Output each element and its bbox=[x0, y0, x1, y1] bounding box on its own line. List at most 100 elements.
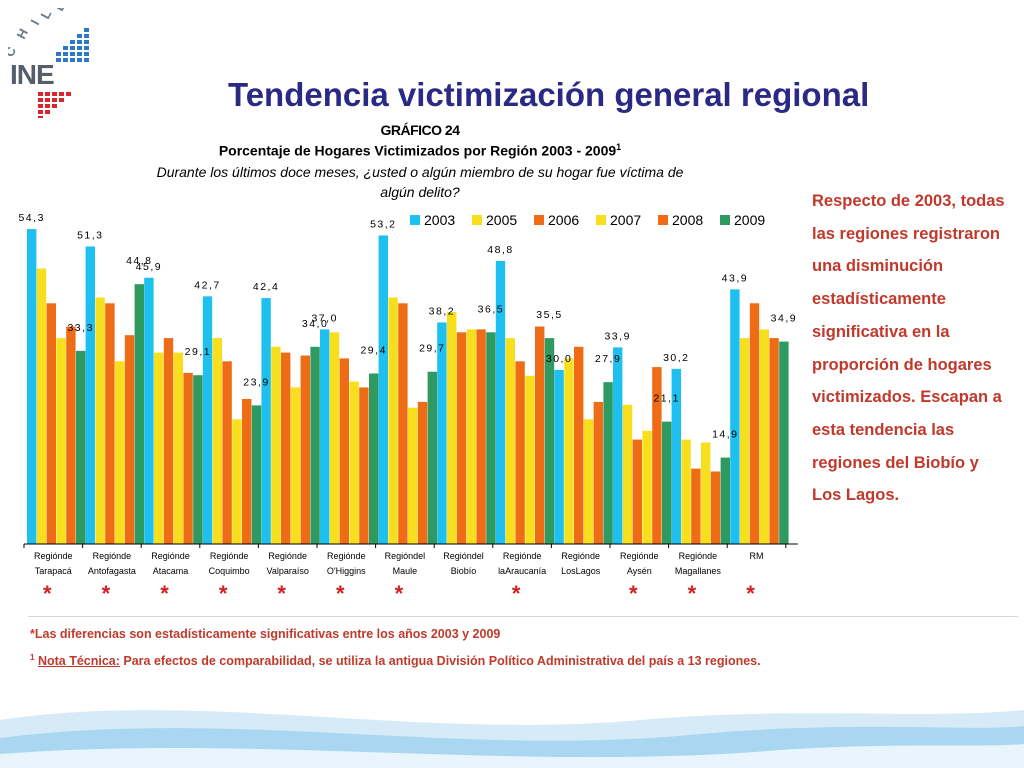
legend-swatch-2007 bbox=[596, 215, 606, 225]
logo-square bbox=[45, 104, 50, 108]
category-label: Regiónde bbox=[151, 551, 190, 561]
category-label: Regióndel bbox=[443, 551, 484, 561]
significance-marker: * bbox=[629, 581, 638, 606]
category-label: Regióndel bbox=[385, 551, 426, 561]
logo-square bbox=[77, 46, 82, 50]
significance-marker: * bbox=[277, 581, 286, 606]
bar-2003 bbox=[554, 370, 564, 544]
bar-2003 bbox=[85, 246, 95, 544]
bar-2006 bbox=[515, 361, 525, 544]
logo-square bbox=[38, 116, 43, 118]
bar-2007 bbox=[56, 338, 66, 544]
bar-2005 bbox=[740, 338, 750, 544]
bar-2008 bbox=[124, 335, 135, 544]
technical-note-sup: 1 bbox=[30, 653, 35, 662]
data-label: 42,4 bbox=[253, 281, 279, 293]
category-label: Biobío bbox=[451, 566, 477, 576]
bar-2007 bbox=[290, 387, 301, 544]
chart-number: GRÁFICO 24 bbox=[380, 122, 460, 138]
category-label: Aysén bbox=[627, 566, 652, 576]
category-label: Regiónde bbox=[268, 551, 307, 561]
bar-2003 bbox=[320, 329, 330, 544]
decorative-waves bbox=[0, 710, 1024, 768]
data-label: 42,7 bbox=[194, 279, 220, 291]
logo-square bbox=[70, 46, 75, 50]
bar-2003 bbox=[437, 322, 447, 544]
legend-swatch-2008 bbox=[658, 215, 668, 225]
significance-marker: * bbox=[336, 581, 345, 606]
bar-2006 bbox=[632, 439, 642, 544]
svg-text:C: C bbox=[8, 44, 19, 60]
category-label: Antofagasta bbox=[88, 566, 136, 576]
bar-2005 bbox=[388, 297, 398, 544]
bar-2009 bbox=[427, 371, 437, 544]
significance-marker: * bbox=[395, 581, 404, 606]
logo-square bbox=[70, 40, 75, 44]
logo-square bbox=[56, 52, 61, 56]
bar-2005 bbox=[212, 338, 222, 544]
category-label: Regiónde bbox=[620, 551, 659, 561]
data-label: 34,0 bbox=[302, 318, 328, 330]
category-label: Magallanes bbox=[675, 566, 722, 576]
logo-square bbox=[84, 52, 89, 56]
logo-square bbox=[45, 110, 50, 114]
category-label: Regiónde bbox=[679, 551, 718, 561]
bar-2008 bbox=[417, 401, 428, 544]
bar-2005 bbox=[622, 404, 633, 544]
legend-swatch-2005 bbox=[472, 215, 482, 225]
bar-2005 bbox=[681, 439, 691, 544]
bar-2006 bbox=[339, 358, 349, 544]
legend-label: 2007 bbox=[610, 212, 641, 228]
category-label: laAraucanía bbox=[498, 566, 546, 576]
side-note: Respecto de 2003, todas las regiones reg… bbox=[812, 192, 1005, 505]
data-label: 30,0 bbox=[546, 353, 572, 365]
bar-2005 bbox=[95, 297, 105, 544]
bar-2005 bbox=[564, 358, 574, 544]
logo-square bbox=[52, 104, 57, 108]
bar-2003 bbox=[27, 229, 37, 544]
logo-square bbox=[45, 98, 50, 102]
bar-2003 bbox=[730, 289, 740, 544]
category-label: O'Higgins bbox=[327, 566, 366, 576]
bar-2005 bbox=[36, 268, 47, 544]
category-label: LosLagos bbox=[561, 566, 601, 576]
bar-2007 bbox=[173, 352, 183, 544]
data-label: 53,2 bbox=[370, 218, 396, 230]
bar-2006 bbox=[398, 303, 408, 544]
bar-2008 bbox=[359, 387, 369, 544]
category-label: Regiónde bbox=[561, 551, 600, 561]
significance-marker: * bbox=[102, 581, 111, 606]
logo-square bbox=[77, 34, 82, 38]
bar-2008 bbox=[593, 401, 603, 544]
bar-2007 bbox=[349, 381, 359, 544]
logo-square bbox=[59, 98, 64, 102]
svg-text:I: I bbox=[27, 17, 42, 27]
data-label: 29,4 bbox=[360, 344, 386, 356]
significance-marker: * bbox=[688, 581, 697, 606]
data-label: 29,1 bbox=[185, 346, 211, 358]
chart-title-footnote-ref: 1 bbox=[616, 142, 622, 152]
wave-front bbox=[0, 744, 1024, 768]
data-label: 34,9 bbox=[771, 313, 797, 325]
logo-acronym: INE bbox=[10, 59, 54, 90]
bar-2005 bbox=[447, 312, 457, 544]
data-label: 21,1 bbox=[653, 393, 679, 405]
svg-text:E: E bbox=[51, 8, 68, 13]
bar-2003 bbox=[495, 260, 506, 544]
category-label: Atacama bbox=[153, 566, 189, 576]
ine-logo: C H I L E INE bbox=[8, 8, 89, 118]
significance-note: *Las diferencias son estadísticamente si… bbox=[30, 627, 501, 641]
bar-2009 bbox=[310, 346, 320, 544]
bar-2006 bbox=[456, 332, 467, 544]
logo-blue-grid bbox=[56, 28, 89, 62]
bar-2006 bbox=[105, 303, 115, 544]
data-label: 37,0 bbox=[311, 312, 337, 324]
data-label: 36,5 bbox=[478, 303, 504, 315]
data-label: 43,9 bbox=[722, 272, 748, 284]
bar-2008 bbox=[710, 471, 721, 544]
logo-square bbox=[56, 58, 61, 62]
bar-2009 bbox=[662, 421, 672, 544]
bar-2007 bbox=[408, 407, 418, 544]
logo-square bbox=[38, 92, 43, 96]
